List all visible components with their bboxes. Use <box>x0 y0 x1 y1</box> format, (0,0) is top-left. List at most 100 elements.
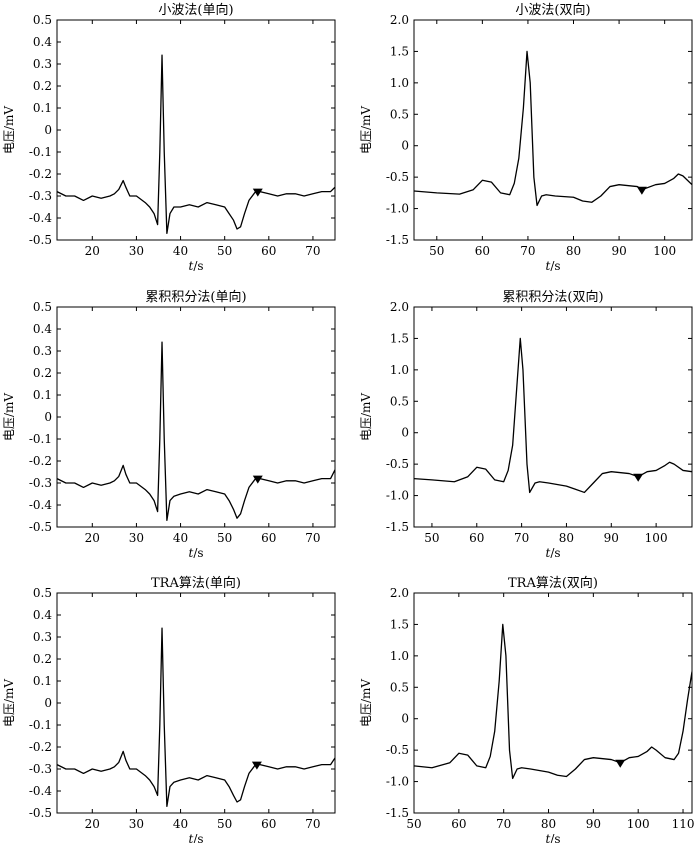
ecg-signal-line <box>414 50 692 207</box>
y-tick-label: 0 <box>401 426 409 440</box>
x-tick-label: 100 <box>645 531 668 545</box>
x-tick-label: 90 <box>611 244 626 258</box>
y-tick-label: 0.4 <box>33 608 52 622</box>
ecg-signal-line <box>414 623 692 780</box>
x-tick-label: 20 <box>85 531 100 545</box>
y-tick-label: 2.0 <box>390 586 409 600</box>
y-tick-label: -0.3 <box>29 476 52 490</box>
y-tick-label: 0 <box>44 696 52 710</box>
x-axis-label: t/s <box>545 259 560 273</box>
x-tick-label: 70 <box>305 817 320 831</box>
x-tick-label: 90 <box>604 531 619 545</box>
y-tick-label: 0.5 <box>390 680 409 694</box>
ecg-signal-line <box>57 54 335 235</box>
chart-panel-6: 50 60 70 80 90 100 110 -1.5 -1.0 -0.5 0 0.5 1.0 1.5 2.… <box>359 575 694 843</box>
x-tick-label: 50 <box>424 531 439 545</box>
y-axis-label: 电压/mV <box>2 393 16 441</box>
y-tick-label: 0.4 <box>33 35 52 49</box>
y-tick-label: 1.5 <box>390 331 409 345</box>
x-axis-label: t/s <box>188 546 203 560</box>
y-axis-label: 电压/mV <box>359 106 373 154</box>
y-tick-label: 0 <box>401 139 409 153</box>
y-tick-label: 0.1 <box>33 674 52 688</box>
chart-title: TRA算法(单向) <box>151 575 241 591</box>
point-marker <box>615 759 626 768</box>
y-tick-label: 0.3 <box>33 57 52 71</box>
y-tick-label: 0.5 <box>33 13 52 27</box>
x-tick-label: 70 <box>496 817 511 831</box>
x-tick-label: 70 <box>305 244 320 258</box>
x-tick-label: 30 <box>129 244 144 258</box>
plot-frame <box>413 306 693 528</box>
point-marker <box>636 186 647 195</box>
chart-title: 小波法(单向) <box>158 2 233 18</box>
y-tick-label: -1.5 <box>386 520 409 534</box>
x-tick-label: 100 <box>627 817 650 831</box>
x-axis-label: t/s <box>545 546 560 560</box>
point-marker <box>252 188 263 197</box>
x-tick-label: 80 <box>566 244 581 258</box>
y-tick-label: 0.4 <box>33 322 52 336</box>
y-tick-label: -0.3 <box>29 762 52 776</box>
ecg-signal-line <box>57 341 335 522</box>
chart-title: 累积积分法(双向) <box>502 289 603 305</box>
y-tick-label: -0.4 <box>29 498 53 512</box>
x-tick-label: 50 <box>217 244 232 258</box>
x-tick-label: 60 <box>469 531 484 545</box>
x-axis-label: t/s <box>545 832 560 843</box>
y-tick-label: -0.4 <box>29 784 53 798</box>
y-tick-label: 2.0 <box>390 13 409 27</box>
y-tick-label: 0.3 <box>33 344 52 358</box>
x-tick-label: 30 <box>129 817 144 831</box>
y-tick-label: 0.2 <box>33 366 52 380</box>
y-tick-label: 1.5 <box>390 617 409 631</box>
x-tick-label: 20 <box>85 817 100 831</box>
y-tick-label: -0.4 <box>29 211 53 225</box>
y-tick-label: 0 <box>401 712 409 726</box>
x-tick-label: 50 <box>429 244 444 258</box>
ecg-signal-line <box>57 627 335 808</box>
plot-frame <box>413 19 693 241</box>
x-tick-label: 50 <box>217 531 232 545</box>
x-tick-label: 50 <box>406 817 421 831</box>
y-tick-label: 0.2 <box>33 79 52 93</box>
y-tick-label: -0.3 <box>29 189 52 203</box>
x-tick-label: 80 <box>559 531 574 545</box>
x-tick-label: 70 <box>305 531 320 545</box>
y-tick-label: -1.5 <box>386 233 409 247</box>
y-tick-label: 0.5 <box>390 107 409 121</box>
x-tick-label: 50 <box>217 817 232 831</box>
x-tick-label: 60 <box>475 244 490 258</box>
y-tick-label: -0.5 <box>29 806 52 820</box>
plot-frame <box>413 592 693 814</box>
y-axis-label: 电压/mV <box>359 393 373 441</box>
y-tick-label: -1.0 <box>386 489 409 503</box>
chart-title: 累积积分法(单向) <box>145 289 246 305</box>
x-tick-label: 70 <box>514 531 529 545</box>
y-tick-label: 0.3 <box>33 630 52 644</box>
y-tick-label: 0 <box>44 123 52 137</box>
x-axis-label: t/s <box>188 259 203 273</box>
y-axis-label: 电压/mV <box>359 679 373 727</box>
y-tick-label: -0.5 <box>29 520 52 534</box>
y-tick-label: 0.5 <box>33 300 52 314</box>
x-axis-label: t/s <box>188 832 203 843</box>
x-tick-label: 110 <box>672 817 695 831</box>
x-tick-label: 40 <box>173 244 188 258</box>
y-tick-label: 0.2 <box>33 652 52 666</box>
y-tick-label: 1.0 <box>390 649 409 663</box>
y-tick-label: -1.0 <box>386 202 409 216</box>
x-tick-label: 100 <box>653 244 676 258</box>
x-tick-label: 60 <box>261 817 276 831</box>
y-tick-label: -0.2 <box>29 454 52 468</box>
x-tick-label: 90 <box>586 817 601 831</box>
chart-panel-2: 50 60 70 80 90 100 -1.5 -1.0 -0.5 0 0.5 1.0 1.5 2.0 小波… <box>359 2 693 273</box>
point-marker <box>252 475 263 484</box>
y-tick-label: -0.5 <box>386 743 409 757</box>
x-tick-label: 30 <box>129 531 144 545</box>
chart-title: TRA算法(双向) <box>508 575 598 591</box>
y-tick-label: -0.2 <box>29 167 52 181</box>
chart-panel-5: 20 30 40 50 60 70 -0.5 -0.4 -0.3 -0.2 -0.1 0 0.1 0.2 0… <box>2 575 336 843</box>
x-tick-label: 60 <box>451 817 466 831</box>
x-tick-label: 70 <box>520 244 535 258</box>
